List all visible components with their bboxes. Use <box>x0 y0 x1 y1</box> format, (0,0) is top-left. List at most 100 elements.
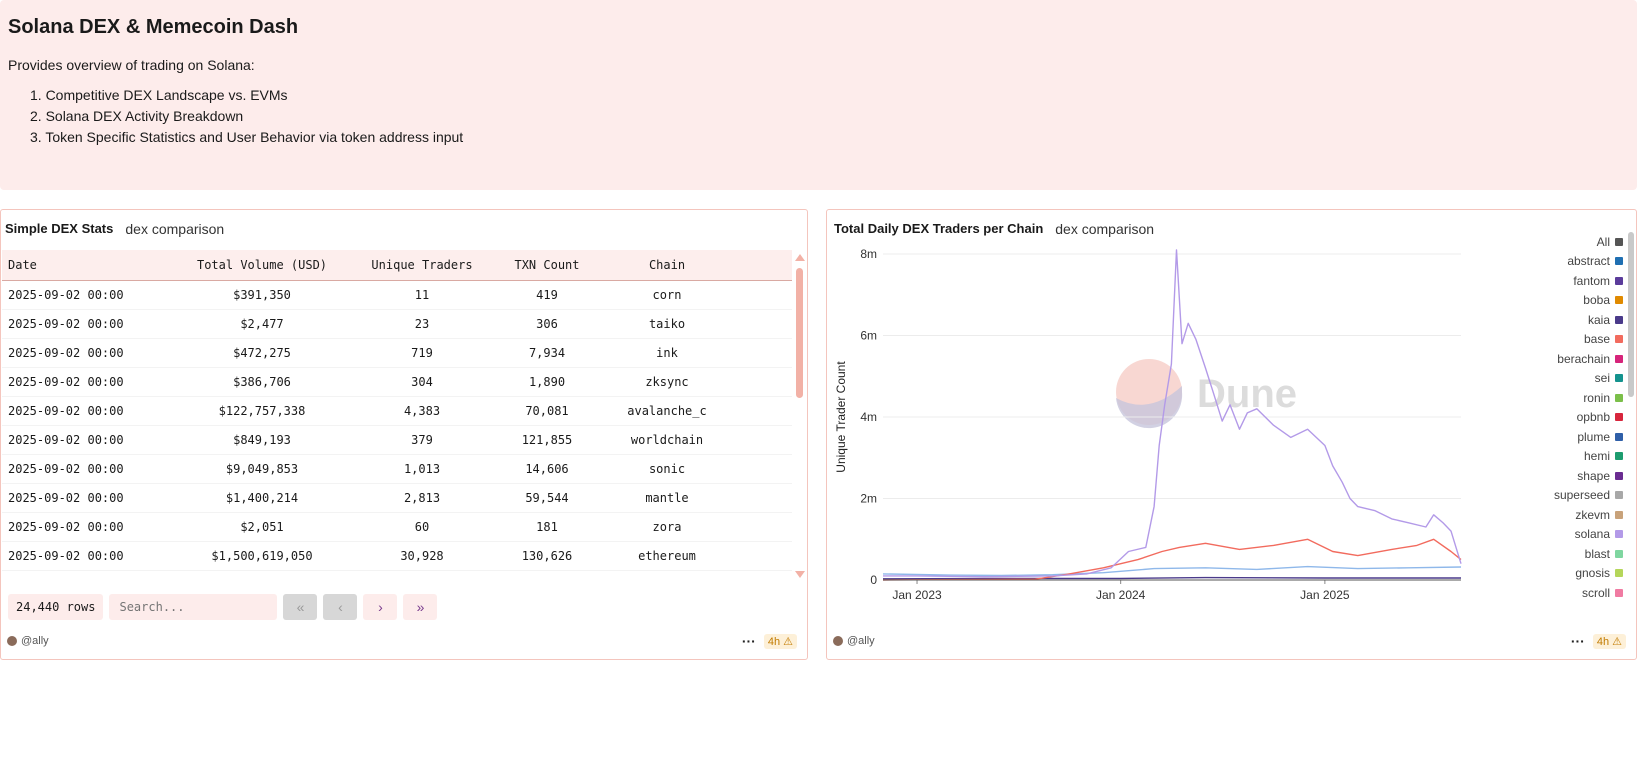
last-page-button[interactable]: » <box>403 594 438 620</box>
table-row[interactable]: 2025-09-02 00:00 $1,500,619,050 30,928 130,… <box>2 542 792 571</box>
table-row[interactable]: 2025-09-02 00:00 $849,193 379 121,855 worldc… <box>2 426 792 455</box>
table-cell: 70,081 <box>525 404 569 418</box>
legend-swatch <box>1615 393 1623 402</box>
scroll-up-icon[interactable] <box>795 254 805 261</box>
panel-title: Simple DEX Stats dex comparison <box>5 221 224 237</box>
table-cell: 23 <box>414 317 430 331</box>
legend-item[interactable]: boba <box>1497 291 1625 311</box>
table-cell: 419 <box>536 288 558 302</box>
table-cell: zora <box>652 520 682 534</box>
author-link[interactable]: @ally <box>833 635 875 647</box>
legend-item[interactable]: fantom <box>1497 271 1625 291</box>
legend-label: hemi <box>1583 449 1610 464</box>
table-scrollbar[interactable] <box>794 254 805 578</box>
legend-swatch <box>1615 257 1623 266</box>
first-page-button[interactable]: « <box>283 594 318 620</box>
table-cell: 121,855 <box>521 433 573 447</box>
legend-item[interactable]: ronin <box>1497 388 1625 408</box>
table-row[interactable]: 2025-09-02 00:00 $122,757,338 4,383 70,081 a… <box>2 397 792 426</box>
avatar <box>833 636 843 646</box>
series-line-ethereum[interactable] <box>882 576 1461 580</box>
table-cell: taiko <box>648 317 686 331</box>
refresh-badge[interactable]: 4h ⚠ <box>763 633 797 649</box>
table-cell: $1,500,619,050 <box>211 549 313 563</box>
legend-item[interactable]: blast <box>1497 544 1625 564</box>
refresh-badge[interactable]: 4h ⚠ <box>1592 633 1626 649</box>
y-tick-label: 2m <box>860 492 877 506</box>
next-page-button[interactable]: › <box>363 594 398 620</box>
table-row[interactable]: 2025-09-02 00:00 $2,477 23 306 taiko <box>2 310 792 339</box>
legend-swatch <box>1615 335 1623 344</box>
traders-line-chart: Dune 0 2m 4m 6m 8m Jan 2023 Jan 2024 Jan 2025 Uni… <box>834 247 1462 602</box>
legend-scrollbar[interactable] <box>1628 232 1634 397</box>
prev-page-button[interactable]: ‹ <box>323 594 358 620</box>
legend-swatch <box>1615 432 1623 441</box>
legend-label: ronin <box>1583 390 1610 405</box>
table-cell: 1,890 <box>528 375 566 389</box>
legend-item[interactable]: sei <box>1497 369 1625 389</box>
column-header[interactable]: TXN Count <box>514 258 580 272</box>
table-cell: 2025-09-02 00:00 <box>8 375 124 389</box>
legend-item[interactable]: superseed <box>1497 486 1625 506</box>
author-link[interactable]: @ally <box>7 635 49 647</box>
series-line-base[interactable] <box>882 538 1462 581</box>
column-header[interactable]: Chain <box>648 258 686 272</box>
legend-label: zkevm <box>1575 507 1610 522</box>
legend-item[interactable]: kaia <box>1497 310 1625 330</box>
legend-swatch <box>1615 491 1623 500</box>
legend-item[interactable]: plume <box>1497 427 1625 447</box>
series-line-solana[interactable] <box>883 249 1462 578</box>
table-header: Date Total Volume (USD) Unique Traders T… <box>2 250 792 281</box>
panel-title: Total Daily DEX Traders per Chain dex co… <box>834 221 1154 237</box>
series-line-All[interactable] <box>882 565 1462 577</box>
legend-item[interactable]: gnosis <box>1497 564 1625 584</box>
legend-item[interactable]: shape <box>1497 466 1625 486</box>
legend-label: sei <box>1594 371 1610 386</box>
panel-subtitle[interactable]: dex comparison <box>125 221 225 237</box>
panel-subtitle[interactable]: dex comparison <box>1055 221 1155 237</box>
table-row[interactable]: 2025-09-02 00:00 $472,275 719 7,934 ink <box>2 339 792 368</box>
table-search-input[interactable] <box>109 594 278 620</box>
scrollbar-thumb[interactable] <box>796 268 803 398</box>
legend-label: boba <box>1583 293 1610 308</box>
table-row[interactable]: 2025-09-02 00:00 $386,706 304 1,890 zksync <box>2 368 792 397</box>
legend-swatch <box>1615 354 1623 363</box>
scroll-down-icon[interactable] <box>795 571 805 578</box>
legend-item[interactable]: opbnb <box>1497 408 1625 428</box>
x-tick-label: Jan 2024 <box>1096 588 1146 602</box>
legend-item[interactable]: base <box>1497 330 1625 350</box>
column-header[interactable]: Total Volume (USD) <box>196 258 328 272</box>
legend-item[interactable]: scroll <box>1497 583 1625 603</box>
dashboard-item-list: 1. Competitive DEX Landscape vs. EVMs 2.… <box>8 87 1629 145</box>
table-row[interactable]: 2025-09-02 00:00 $2,051 60 181 zora <box>2 513 792 542</box>
dashboard-item: 2. Solana DEX Activity Breakdown <box>30 108 244 124</box>
table-cell: 4,383 <box>403 404 441 418</box>
legend-label: gnosis <box>1575 566 1610 581</box>
table-row[interactable]: 2025-09-02 00:00 $9,049,853 1,013 14,606 son… <box>2 455 792 484</box>
table-cell: 1,013 <box>403 462 441 476</box>
legend-item[interactable]: berachain <box>1497 349 1625 369</box>
legend-item[interactable]: zkevm <box>1497 505 1625 525</box>
legend-item[interactable]: hemi <box>1497 447 1625 467</box>
legend-item[interactable]: solana <box>1497 525 1625 545</box>
legend-item[interactable]: abstract <box>1497 252 1625 272</box>
dex-stats-table: Date Total Volume (USD) Unique Traders T… <box>2 250 806 780</box>
column-header[interactable]: Unique Traders <box>371 258 473 272</box>
table-cell: 2025-09-02 00:00 <box>8 520 124 534</box>
table-row[interactable]: 2025-09-02 00:00 $1,400,214 2,813 59,544 man… <box>2 484 792 513</box>
x-tick-label: Jan 2025 <box>1300 588 1350 602</box>
dashboard-item: 1. Competitive DEX Landscape vs. EVMs <box>30 87 288 103</box>
legend-label: scroll <box>1581 585 1610 600</box>
table-cell: 11 <box>414 288 430 302</box>
table-cell: 719 <box>411 346 433 360</box>
column-header[interactable]: Date <box>8 258 37 272</box>
table-row[interactable]: 2025-09-02 00:00 $391,350 11 419 corn <box>2 281 792 310</box>
legend-label: opbnb <box>1576 410 1610 425</box>
table-cell: $472,275 <box>233 346 291 360</box>
more-options-icon[interactable]: ··· <box>1570 633 1585 649</box>
table-cell: $2,051 <box>240 520 284 534</box>
legend-item[interactable]: All <box>1497 232 1625 252</box>
more-options-icon[interactable]: ··· <box>741 633 756 649</box>
table-cell: ethereum <box>638 549 696 563</box>
table-cell: $849,193 <box>233 433 291 447</box>
